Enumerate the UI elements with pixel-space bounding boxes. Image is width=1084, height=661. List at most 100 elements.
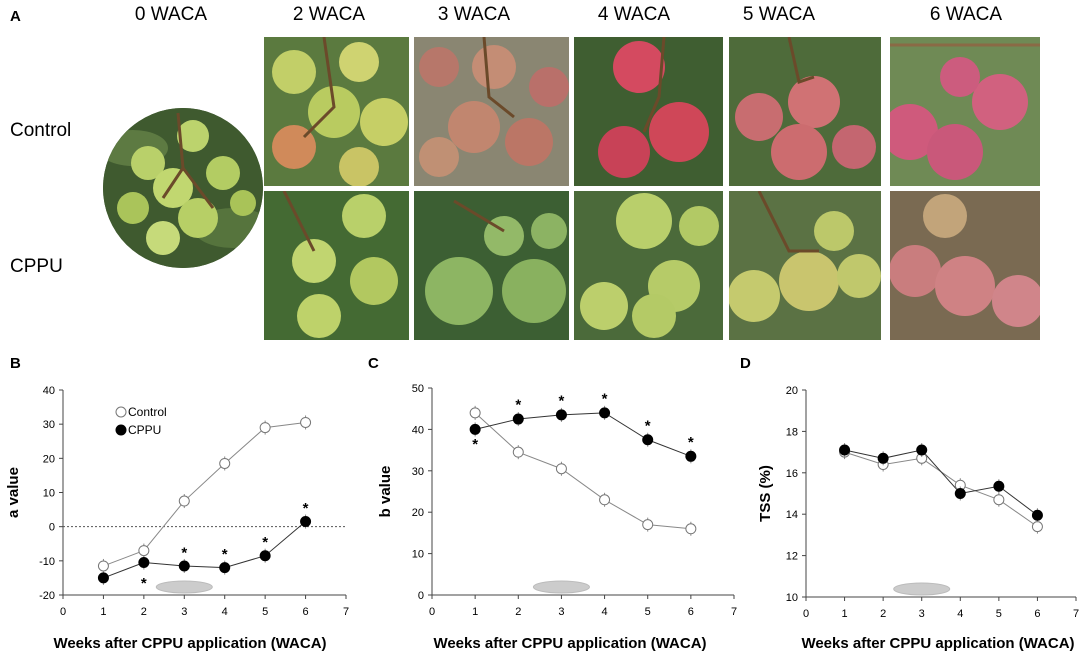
chart-c-x-tick-label: 4 [602,606,608,618]
column-label-5-waca: 5 WACA [742,4,816,25]
chart-d-y-tick-label: 10 [786,592,798,604]
chart-d-x-tick-label: 5 [996,608,1002,620]
chart-b-point-control [97,560,109,572]
chart-c-point-control [599,494,611,506]
photo-cppu-4-waca [574,191,723,340]
chart-c-x-axis-label: Weeks after CPPU application (WACA) [433,635,707,652]
chart-d-x-tick-label: 6 [1034,608,1040,620]
chart-b-point-control [300,416,312,428]
chart-c-x-tick-label: 6 [688,606,694,618]
chart-c-point-cppu [685,450,697,462]
chart-d-series-line-control [844,451,1038,528]
chart-d-point-cppu [916,444,928,456]
chart-c-series-line-control [474,412,691,530]
chart-c-b-value: 0 10 20 30 40 50 0 1 2 3 4 5 6 7 b value * * * * * * [377,383,737,618]
chart-b-x-tick-label: 3 [181,606,187,618]
chart-d-point-cppu [954,488,966,499]
chart-b-x-tick-label: 7 [343,606,349,618]
chart-b-y-tick-label: 30 [43,419,55,431]
photo-cppu-2-waca [264,191,409,340]
chart-c-y-tick-label: 30 [412,466,424,478]
chart-b-point-control [138,545,150,557]
chart-b-y-tick-label: -20 [39,590,55,602]
chart-d-point-control [993,494,1005,506]
photo-0-waca [103,108,263,268]
chart-b-y-axis-label: a value [5,467,22,518]
chart-c-point-control [685,523,697,535]
chart-c-point-cppu [599,407,611,419]
chart-b-x-tick-label: 6 [303,606,309,618]
photo-cppu-3-waca [414,191,569,340]
chart-b-x-tick-label: 5 [262,606,268,618]
chart-c-treatment-period-marker [532,580,590,594]
chart-d-y-axis-label: TSS (%) [757,465,774,522]
column-label-3-waca: 3 WACA [437,4,511,25]
photo-control-6-waca [890,37,1040,186]
chart-d-y-tick-label: 16 [786,468,798,480]
chart-b-y-tick-label: 40 [43,385,55,397]
chart-d-y-tick-label: 20 [786,385,798,397]
chart-b-legend-marker-cppu [115,424,127,436]
chart-b-point-control [219,457,231,469]
chart-c-x-tick-label: 5 [645,606,651,618]
chart-b-y-tick-label: -10 [39,556,55,568]
chart-b-y-tick-label: 0 [49,522,55,534]
chart-c-y-tick-label: 0 [418,590,424,602]
chart-c-x-tick-label: 1 [472,606,478,618]
chart-c-point-control [512,446,524,458]
chart-b-treatment-period-marker [155,580,213,594]
chart-b-point-control [178,495,190,507]
chart-b-legend-marker-control [115,406,127,418]
chart-c-significance-mark: * [688,434,694,451]
chart-b-x-tick-label: 4 [222,606,228,618]
chart-d-y-tick-label: 18 [786,426,798,438]
chart-b-significance-mark: * [181,544,187,561]
panel-b-letter: B [10,355,21,372]
chart-b-legend-label-cppu: CPPU [128,423,161,437]
chart-d-x-tick-label: 3 [919,608,925,620]
chart-d-x-tick-label: 4 [957,608,963,620]
chart-c-significance-mark: * [472,436,478,453]
chart-c-x-tick-label: 0 [429,606,435,618]
chart-c-x-tick-label: 3 [558,606,564,618]
row-label-cppu: CPPU [10,256,63,277]
chart-b-significance-mark: * [303,500,309,517]
column-label-0-waca: 0 WACA [134,4,208,25]
chart-b-series-line-control [103,421,306,567]
chart-c-x-tick-label: 7 [731,606,737,618]
chart-b-significance-mark: * [262,534,268,551]
chart-c-y-tick-label: 40 [412,424,424,436]
column-label-6-waca: 6 WACA [929,4,1003,25]
chart-d-treatment-period-marker [893,582,951,596]
chart-b-a-value: -20 -10 0 10 20 30 40 0 1 2 3 4 5 6 7 a value * * * * * Contr… [5,385,349,618]
chart-c-significance-mark: * [559,392,565,409]
chart-b-point-cppu [300,516,312,528]
chart-c-significance-mark: * [645,417,651,434]
chart-b-significance-mark: * [141,575,147,592]
chart-b-point-cppu [259,550,271,562]
chart-c-y-tick-label: 50 [412,383,424,395]
chart-b-x-tick-label: 1 [100,606,106,618]
chart-c-y-axis-label: b value [377,466,394,518]
chart-d-point-cppu [877,452,889,464]
chart-b-x-tick-label: 2 [141,606,147,618]
chart-c-significance-mark: * [515,397,521,414]
chart-b-significance-mark: * [222,546,228,563]
chart-d-x-tick-label: 0 [803,608,809,620]
photo-control-3-waca [414,37,569,186]
chart-c-series-line-cppu [475,412,692,457]
chart-c-point-control [642,519,654,531]
chart-b-point-control [259,422,271,434]
photo-control-4-waca [574,37,723,186]
chart-d-x-tick-label: 2 [880,608,886,620]
chart-c-point-cppu [512,413,524,425]
chart-b-y-tick-label: 20 [43,453,55,465]
photo-cppu-6-waca [890,191,1040,340]
chart-b-x-tick-label: 0 [60,606,66,618]
photo-cppu-5-waca [729,191,881,340]
chart-c-point-control [555,463,567,475]
panel-c-letter: C [368,355,379,372]
chart-b-x-axis-label: Weeks after CPPU application (WACA) [53,635,327,652]
chart-d-x-tick-label: 7 [1073,608,1079,620]
